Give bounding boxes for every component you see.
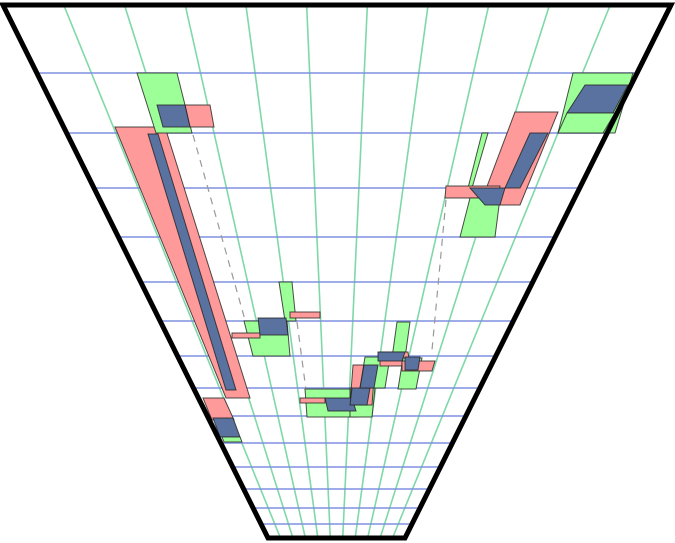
column-line xyxy=(354,4,429,539)
overlap-region xyxy=(359,364,379,389)
connectors xyxy=(192,134,447,391)
overlap-region xyxy=(404,356,421,371)
column-line xyxy=(379,4,551,539)
green-region xyxy=(278,281,297,322)
column-line xyxy=(245,4,319,539)
grid xyxy=(36,4,638,539)
green-region xyxy=(221,436,243,443)
overlap-region xyxy=(257,317,289,336)
dashed-connector xyxy=(296,321,307,391)
pink-region xyxy=(299,397,326,404)
column-line xyxy=(184,4,307,539)
pink-region xyxy=(231,332,261,339)
overlap-region xyxy=(468,187,506,206)
column-line xyxy=(62,4,282,539)
column-line xyxy=(305,4,332,539)
pink-region xyxy=(289,311,321,319)
regions xyxy=(114,72,634,443)
green-region xyxy=(557,112,616,134)
overlap-region xyxy=(147,133,237,391)
pink-region xyxy=(114,126,251,399)
green-region xyxy=(467,132,489,189)
column-line xyxy=(366,4,490,539)
overlap-region xyxy=(504,132,549,189)
column-line xyxy=(341,4,369,539)
overlap-region xyxy=(324,397,357,412)
overlap-region xyxy=(377,351,406,362)
dashed-connector xyxy=(192,134,246,321)
overlap-region xyxy=(349,387,371,406)
overlap-region xyxy=(156,104,191,128)
